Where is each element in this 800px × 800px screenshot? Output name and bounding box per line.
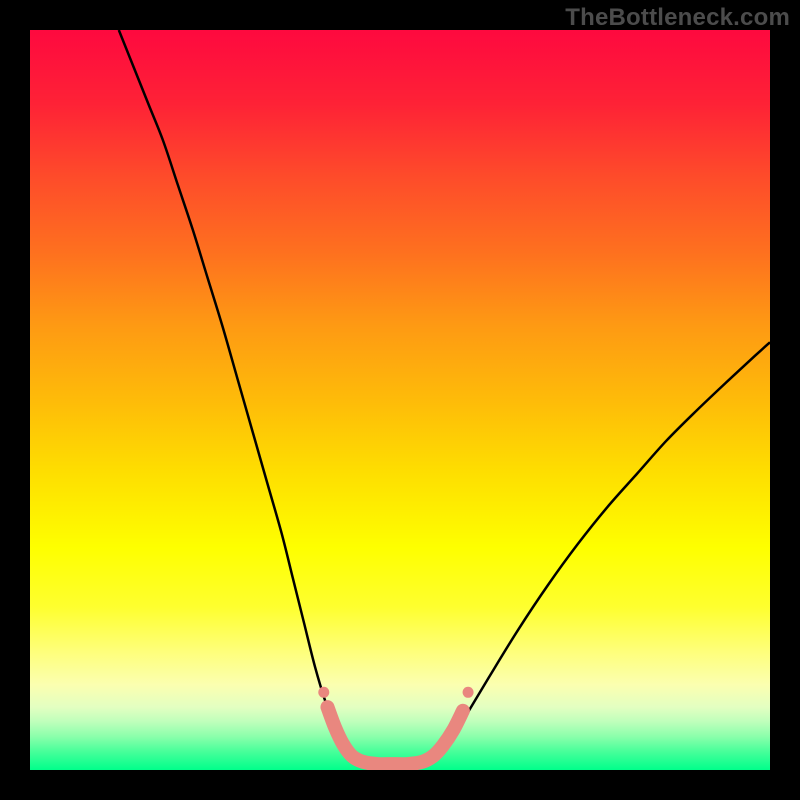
watermark-label: TheBottleneck.com bbox=[565, 4, 790, 32]
curve-right bbox=[385, 342, 770, 770]
curve-left bbox=[119, 30, 385, 770]
chart-stage: TheBottleneck.com bbox=[0, 0, 800, 800]
overlay-dot-0 bbox=[318, 687, 329, 698]
overlay-dot-1 bbox=[463, 687, 474, 698]
overlay-band bbox=[327, 707, 462, 764]
chart-svg bbox=[0, 0, 800, 800]
plot-group bbox=[119, 30, 770, 770]
